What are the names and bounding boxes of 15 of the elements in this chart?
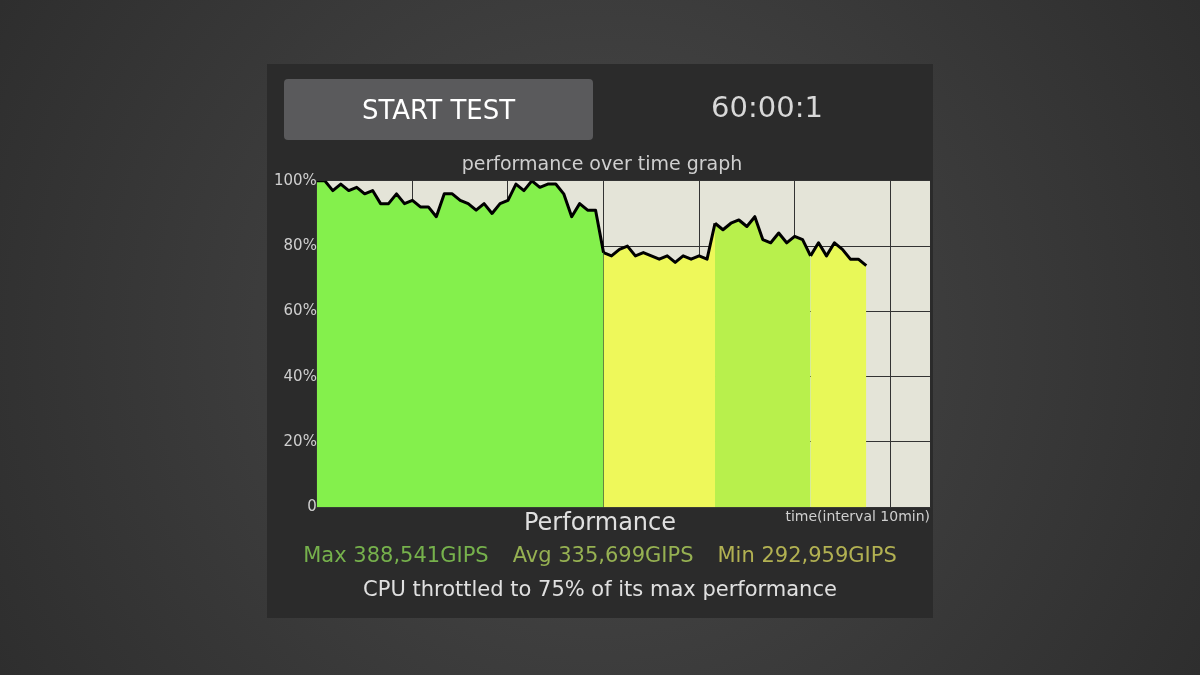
y-tick-label: 80% xyxy=(283,235,317,254)
text: Min 292,959GIPS xyxy=(717,543,897,567)
y-tick-label: 60% xyxy=(283,301,317,320)
text: 60:00:1 xyxy=(710,90,824,124)
y-tick-label: 20% xyxy=(283,431,317,450)
text: Max 388,541GIPS xyxy=(303,543,489,567)
x-axis-title: time(interval 10min) xyxy=(785,508,930,525)
text: CPU throttled to 75% of its max performance xyxy=(362,577,838,601)
text: Performance xyxy=(523,508,677,536)
y-tick-label: 100% xyxy=(273,170,317,189)
text: Avg 335,699GIPS xyxy=(512,543,694,567)
start-button: START TEST xyxy=(284,79,593,140)
chart-title: performance over time graph xyxy=(461,152,743,175)
y-tick-label: 40% xyxy=(283,366,317,385)
y-tick-label: 0 xyxy=(307,497,317,516)
